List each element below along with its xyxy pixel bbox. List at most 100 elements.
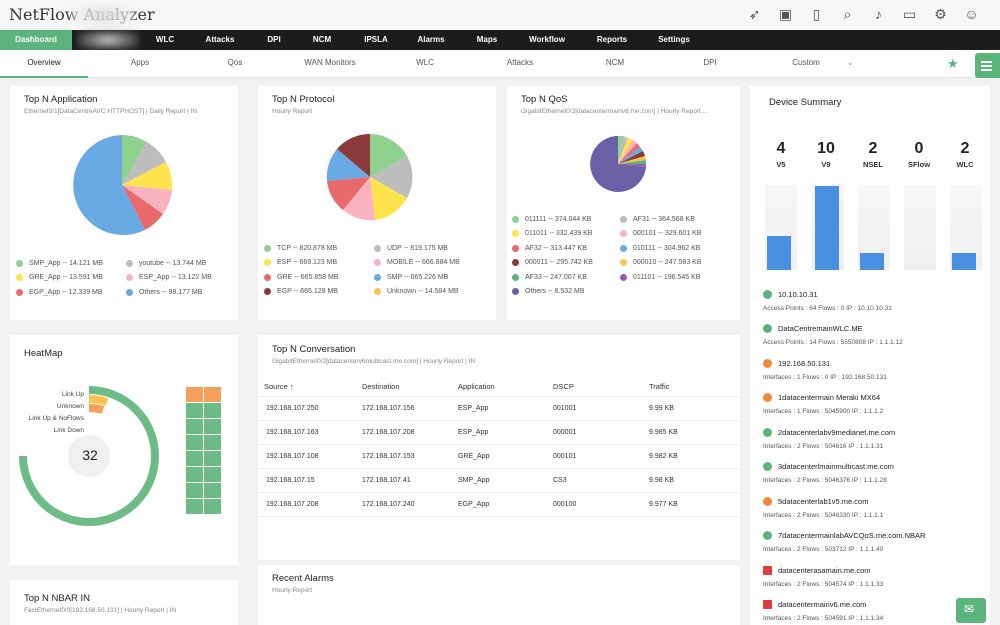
heat-cell[interactable] — [204, 387, 221, 402]
tab-attacks[interactable]: Attacks — [506, 58, 534, 67]
legend-label: 000010 -- 247.583 KB — [633, 259, 702, 267]
heat-cell[interactable] — [186, 435, 203, 450]
legend-dot — [512, 230, 519, 238]
pie-slice — [370, 177, 407, 220]
device-item[interactable]: 7datacentermainlabAVCQoS.me.com.NBAR Int… — [763, 531, 925, 553]
device-item[interactable]: 3datacenterlmainmulticast.me.com Interfa… — [763, 462, 894, 484]
nav-attacks[interactable]: Attacks — [205, 35, 235, 44]
tab-wlc[interactable]: WLC — [416, 58, 434, 67]
pie-slice — [343, 177, 375, 221]
rocket-icon[interactable]: ➶ — [748, 6, 761, 22]
pie-slice — [73, 135, 146, 235]
nav-ncm[interactable]: NCM — [312, 35, 332, 44]
device-item[interactable]: 10.10.10.31 Access Points : 64 Flows : 0… — [763, 290, 892, 312]
tab-wan-monitors[interactable]: WAN Monitors — [304, 58, 356, 67]
heat-cell[interactable] — [186, 419, 203, 434]
user-icon[interactable]: ☺ — [964, 6, 979, 22]
table-row[interactable]: 192.168.107.208 172.168.107.240 EGP_App … — [258, 493, 740, 517]
bell-icon[interactable]: ♪ — [875, 6, 882, 22]
heat-cell[interactable] — [204, 419, 221, 434]
panel-title: Top N Protocol — [272, 94, 335, 105]
star-icon[interactable]: ★ — [947, 56, 959, 71]
panel-subtitle: Hourly Report — [272, 587, 313, 594]
heat-cell[interactable] — [186, 483, 203, 498]
cell-source: 192.168.107.208 — [266, 501, 319, 508]
legend-dot — [16, 259, 23, 267]
gear-icon[interactable]: ⚙ — [934, 6, 947, 22]
pie-slice — [618, 135, 623, 164]
table-row[interactable]: 192.168.107.15 172.168.107.41 SMP_App CS… — [258, 469, 740, 493]
nav-wlc[interactable]: WLC — [155, 35, 175, 44]
nav-dpi[interactable]: DPI — [267, 35, 281, 44]
status-icon — [763, 324, 772, 333]
table-row[interactable]: 192.168.107.108 172.168.107.153 GRE_App … — [258, 445, 740, 469]
heat-cell[interactable] — [186, 451, 203, 466]
menu-button[interactable] — [975, 53, 1000, 78]
status-icon — [763, 462, 772, 471]
ring-label: Unknown — [56, 403, 84, 410]
tab-ncm[interactable]: NCM — [605, 58, 625, 67]
nav-maps[interactable]: Maps — [476, 35, 498, 44]
device-name: 3datacenterlmainmulticast.me.com — [778, 462, 894, 471]
chat-button[interactable]: ✉ — [956, 598, 986, 623]
tab-qos[interactable]: Qos — [227, 58, 243, 67]
heat-cell[interactable] — [204, 435, 221, 450]
heat-cell[interactable] — [186, 499, 203, 514]
legend-dot — [374, 273, 381, 281]
heat-cell[interactable] — [204, 403, 221, 418]
heat-cell[interactable] — [204, 467, 221, 482]
cell-dscp: 001001 — [553, 405, 577, 412]
pie-slice — [370, 134, 407, 177]
pie-slice — [618, 140, 637, 164]
tab-dpi[interactable]: DPI — [703, 58, 717, 67]
panel-title: HeatMap — [24, 348, 63, 359]
nav-dashboard[interactable]: Dashboard — [0, 30, 72, 50]
device-item[interactable]: DataCentremainWLC.ME Access Points : 14 … — [763, 324, 903, 346]
col-dscp[interactable]: DSCP — [553, 382, 574, 391]
cell-dscp: 000001 — [553, 429, 577, 436]
device-item[interactable]: datacentermainv6.me.com Interfaces : 2 F… — [763, 600, 883, 622]
status-icon — [763, 497, 772, 506]
nav-alarms[interactable]: Alarms — [417, 35, 445, 44]
device-item[interactable]: datacenterasamain.me.com Interfaces : 2 … — [763, 566, 883, 588]
tab-apps[interactable]: Apps — [130, 58, 150, 67]
legend-label: GRE_App -- 13.591 MB — [29, 274, 103, 282]
chevron-down-icon[interactable]: ⌄ — [847, 58, 854, 67]
label-v9: V9 — [821, 160, 831, 169]
table-row[interactable]: 192.168.107.250 172.168.107.156 ESP_App … — [258, 397, 740, 421]
panel-subtitle: GigabitEthernet0/2[datacenterv6multicast… — [272, 358, 476, 365]
nav-ipsla[interactable]: IPSLA — [364, 35, 388, 44]
legend-dot — [264, 259, 271, 267]
legend-label: 011101 -- 196.545 KB — [633, 273, 701, 281]
heat-cell[interactable] — [204, 499, 221, 514]
monitor-icon[interactable]: ▣ — [778, 6, 793, 22]
status-icon — [763, 600, 772, 609]
nav-settings[interactable]: Settings — [658, 35, 690, 44]
heat-cell[interactable] — [204, 451, 221, 466]
col-traffic[interactable]: Traffic — [649, 382, 670, 391]
nav-reports[interactable]: Reports — [596, 35, 628, 44]
battery-icon[interactable]: ▭ — [902, 6, 917, 22]
ring-unknown — [88, 395, 109, 406]
heat-cell[interactable] — [186, 403, 203, 418]
table-row[interactable]: 192.168.107.163 172.168.107.208 ESP_App … — [258, 421, 740, 445]
heat-cell[interactable] — [204, 483, 221, 498]
col-source[interactable]: Source ↑ — [264, 382, 294, 391]
status-icon — [763, 428, 772, 437]
legend-label: SMP_App -- 14.121 MB — [29, 259, 103, 267]
nav-workflow[interactable]: Workflow — [529, 35, 565, 44]
count-v9: 10 — [817, 140, 835, 157]
col-destination[interactable]: Destination — [362, 382, 400, 391]
tab-custom[interactable]: Custom — [792, 58, 820, 67]
search-icon[interactable]: ⌕ — [843, 6, 852, 22]
heat-cell[interactable] — [186, 467, 203, 482]
device-icon[interactable]: ▯ — [812, 6, 821, 22]
device-item[interactable]: 2datacenterlabv9medianet.me.com Interfac… — [763, 428, 895, 450]
heat-cell[interactable] — [186, 387, 203, 402]
tab-overview[interactable]: Overview — [0, 50, 88, 78]
device-item[interactable]: 192.168.50.131 Interfaces : 1 Flows : 0 … — [763, 359, 887, 381]
col-application[interactable]: Application — [458, 382, 495, 391]
cell-application: GRE_App — [458, 453, 490, 460]
device-item[interactable]: 1datacentermain Meraki MX64 Interfaces :… — [763, 393, 883, 415]
device-item[interactable]: 5datacenterlab1v5.me.com Interfaces : 2 … — [763, 497, 883, 519]
